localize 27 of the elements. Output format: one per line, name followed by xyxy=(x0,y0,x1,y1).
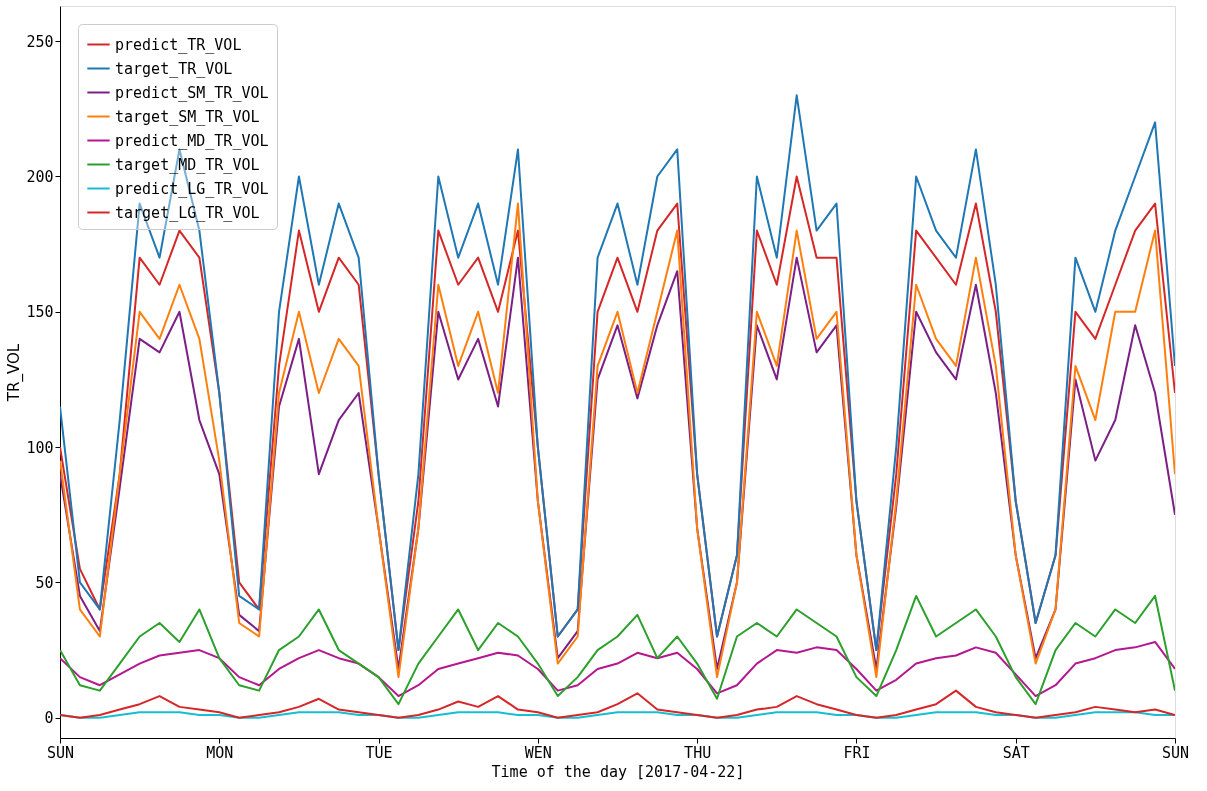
legend-label: predict_TR_VOL xyxy=(115,35,242,54)
x-tick-label: SAT xyxy=(1002,743,1030,762)
x-tick-label: MON xyxy=(206,743,234,762)
x-axis-title: Time of the day [2017-04-22] xyxy=(491,762,745,781)
legend-label: predict_SM_TR_VOL xyxy=(115,83,269,102)
x-tick-label: TUE xyxy=(365,743,393,762)
line-series xyxy=(60,594,1175,706)
legend-label: predict_LG_TR_VOL xyxy=(115,179,269,198)
line-series xyxy=(60,640,1175,698)
legend-label: target_LG_TR_VOL xyxy=(115,203,260,222)
x-tick-label: FRI xyxy=(843,743,871,762)
x-tick-label: THU xyxy=(684,743,712,762)
y-tick-label: 150 xyxy=(26,303,54,322)
legend-label: target_MD_TR_VOL xyxy=(115,155,260,174)
legend-label: target_SM_TR_VOL xyxy=(115,107,260,126)
y-tick-label: 50 xyxy=(35,573,54,592)
x-tick-label: SUN xyxy=(46,743,75,762)
legend-label: target_TR_VOL xyxy=(115,59,233,78)
y-tick-label: 250 xyxy=(26,32,54,51)
y-axis-title: TR_VOL xyxy=(5,343,25,403)
y-tick-label: 200 xyxy=(26,167,54,186)
line-series xyxy=(60,689,1175,719)
legend-label: predict_MD_TR_VOL xyxy=(115,131,269,150)
y-tick-label: 0 xyxy=(44,709,54,728)
x-tick-label: SUN xyxy=(1161,743,1190,762)
x-tick-label: WEN xyxy=(524,743,552,762)
y-tick-label: 100 xyxy=(26,438,54,457)
